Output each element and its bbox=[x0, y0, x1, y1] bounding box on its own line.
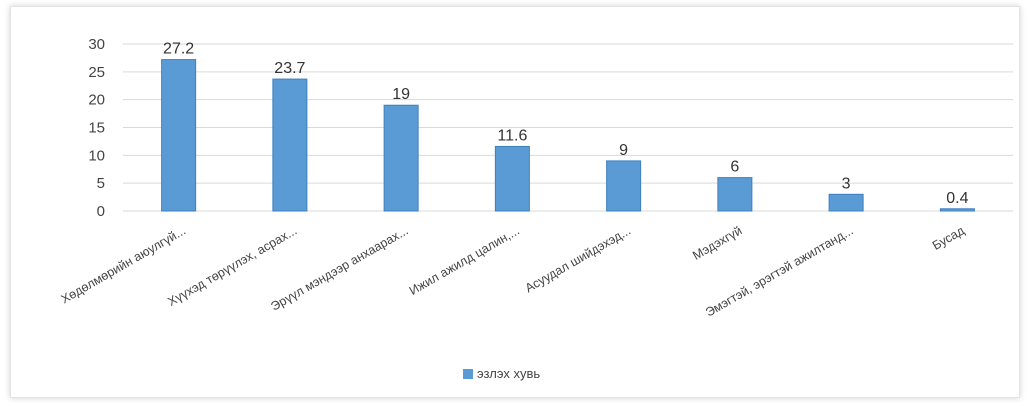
data-label: 11.6 bbox=[497, 127, 527, 144]
bar bbox=[272, 78, 308, 212]
category-label: Асуудал шийдэхэд... bbox=[523, 223, 633, 295]
data-label: 0.4 bbox=[946, 190, 968, 207]
y-tick-label: 30 bbox=[88, 36, 105, 53]
gridlines bbox=[123, 43, 1013, 212]
y-tick-label: 0 bbox=[97, 203, 105, 220]
data-label: 6 bbox=[730, 159, 739, 176]
y-tick-label: 20 bbox=[88, 92, 105, 109]
legend-swatch bbox=[463, 369, 473, 379]
data-label: 9 bbox=[619, 142, 628, 159]
bar bbox=[939, 208, 975, 212]
data-label: 27.2 bbox=[163, 41, 194, 58]
legend: эзлэх хувь bbox=[463, 366, 540, 381]
bar bbox=[161, 59, 197, 212]
y-axis-ticks: 0 5 10 15 20 25 30 bbox=[88, 36, 105, 220]
bar bbox=[383, 104, 419, 212]
y-tick-label: 25 bbox=[88, 64, 105, 81]
bar bbox=[717, 177, 753, 212]
chart-frame: 0 5 10 15 20 25 30 27.2 23.7 19 11.6 9 6 3 0.4 Хөдөлм… bbox=[10, 6, 1020, 398]
data-label: 23.7 bbox=[274, 60, 305, 77]
data-label: 3 bbox=[842, 175, 851, 192]
data-labels: 27.2 23.7 19 11.6 9 6 3 0.4 bbox=[163, 41, 969, 207]
category-label: Ижил ажилд цалин,... bbox=[407, 223, 522, 297]
y-tick-label: 15 bbox=[88, 120, 105, 137]
legend-label: эзлэх хувь bbox=[477, 366, 540, 381]
bar-chart: 0 5 10 15 20 25 30 27.2 23.7 19 11.6 9 6 3 0.4 Хөдөлм… bbox=[59, 36, 1013, 381]
y-tick-label: 10 bbox=[88, 147, 105, 164]
bars bbox=[161, 59, 975, 212]
category-label: Мэдэхгүй bbox=[690, 223, 744, 262]
bar bbox=[828, 193, 864, 212]
bar bbox=[494, 145, 530, 212]
bar bbox=[606, 160, 642, 212]
category-labels: Хөдөлмөрийн аюулгүй...Хүүхэд төрүүлэх, а… bbox=[59, 223, 968, 319]
data-label: 19 bbox=[392, 86, 410, 103]
y-tick-label: 5 bbox=[97, 175, 105, 192]
category-label: Бусад bbox=[930, 223, 968, 253]
